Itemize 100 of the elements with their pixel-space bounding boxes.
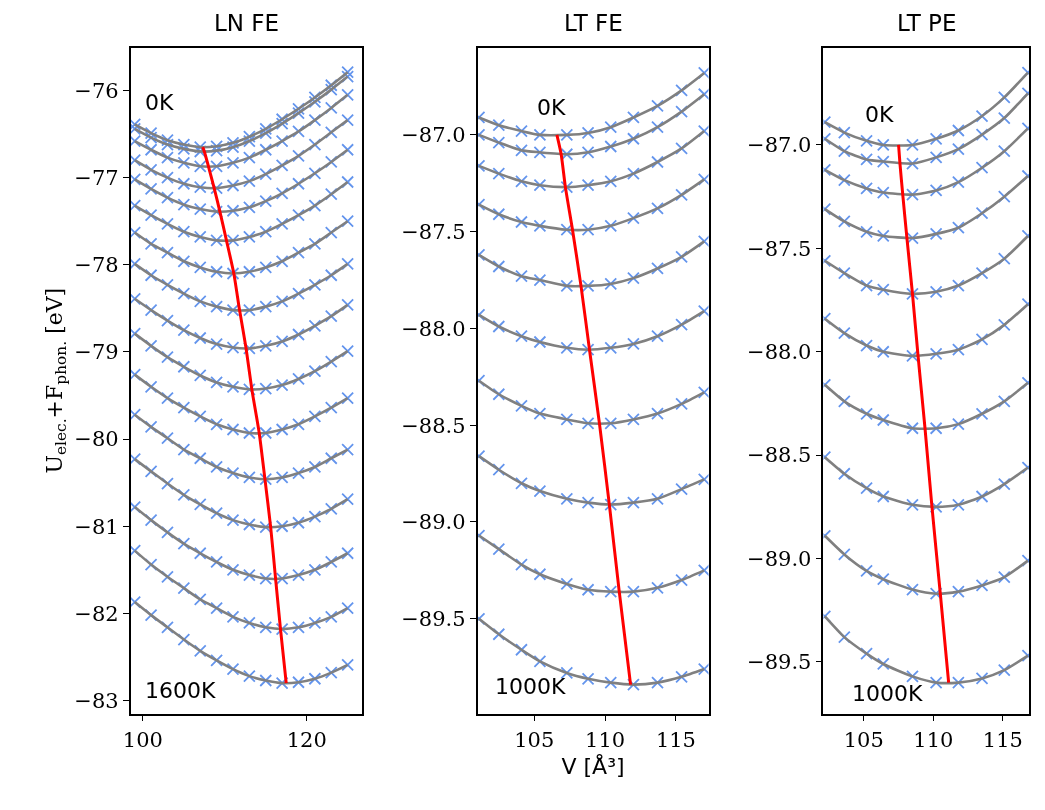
point (275, 112, 289, 126)
point (604, 140, 618, 153)
point (144, 420, 158, 434)
point (492, 207, 506, 221)
point (906, 349, 919, 363)
point (275, 117, 289, 131)
point (130, 257, 142, 271)
point (226, 563, 240, 577)
point (876, 155, 890, 168)
point (515, 558, 528, 571)
point (308, 410, 322, 423)
point (275, 676, 289, 690)
point (975, 407, 989, 421)
point (324, 610, 338, 624)
point (177, 581, 191, 595)
point (581, 178, 595, 192)
point (193, 261, 207, 274)
point (675, 250, 688, 264)
x-tick-label: 115 (655, 727, 696, 752)
point (515, 215, 528, 229)
point (929, 227, 943, 241)
y-tick-label: −82 (74, 601, 119, 626)
point (604, 219, 618, 233)
y-tick-label: −87.5 (747, 236, 812, 261)
line-series (133, 505, 349, 581)
point (242, 130, 256, 144)
point (604, 416, 618, 430)
point (951, 417, 965, 431)
point (275, 134, 289, 148)
point (259, 194, 273, 208)
point (242, 134, 256, 148)
point (130, 292, 142, 306)
point (341, 443, 355, 456)
point (533, 128, 547, 142)
point (604, 341, 618, 355)
point (242, 342, 256, 355)
line-series (133, 180, 349, 242)
y-tick-label: −87.5 (401, 220, 466, 245)
point (259, 426, 273, 440)
point (292, 208, 305, 222)
point (242, 151, 256, 164)
point (210, 300, 224, 314)
point (177, 225, 191, 239)
point (876, 490, 890, 503)
point (193, 546, 207, 560)
point (929, 184, 943, 197)
point (533, 273, 547, 287)
point (651, 99, 664, 113)
point (604, 498, 618, 511)
point (560, 413, 574, 426)
point (997, 663, 1011, 677)
point (341, 492, 355, 506)
point (627, 211, 640, 225)
point (929, 500, 943, 514)
y-tick-label: −89.0 (747, 546, 812, 571)
line-series (477, 178, 706, 232)
point (161, 138, 174, 151)
point (259, 167, 273, 181)
point (308, 199, 322, 212)
point (697, 385, 709, 399)
point (161, 278, 174, 292)
point (581, 416, 595, 430)
point (161, 246, 174, 259)
point (226, 136, 240, 150)
point (975, 128, 989, 142)
point (130, 544, 142, 558)
point (242, 230, 256, 244)
line-series (477, 379, 706, 425)
point (292, 177, 305, 191)
point (324, 187, 338, 201)
point (259, 225, 273, 239)
point (975, 206, 989, 220)
point (860, 153, 873, 166)
x-tick-label: 115 (982, 727, 1023, 752)
point (130, 134, 142, 148)
point (193, 369, 207, 382)
point (226, 662, 240, 676)
point (997, 318, 1011, 332)
point (177, 443, 191, 456)
point (193, 593, 207, 606)
point (492, 320, 506, 333)
point (275, 378, 289, 392)
point (242, 471, 256, 484)
point (226, 610, 240, 624)
point (876, 283, 890, 297)
point (492, 118, 506, 132)
point (581, 279, 595, 293)
point (144, 163, 158, 177)
point (675, 670, 688, 684)
point (951, 124, 965, 137)
point (860, 134, 873, 148)
point (130, 122, 142, 136)
point (581, 496, 595, 510)
point (177, 142, 191, 156)
point (860, 647, 873, 661)
point (275, 572, 289, 585)
chart-title: LT FE (564, 10, 623, 36)
point (144, 237, 158, 251)
point (210, 139, 224, 153)
chart-title: LT PE (897, 10, 957, 36)
